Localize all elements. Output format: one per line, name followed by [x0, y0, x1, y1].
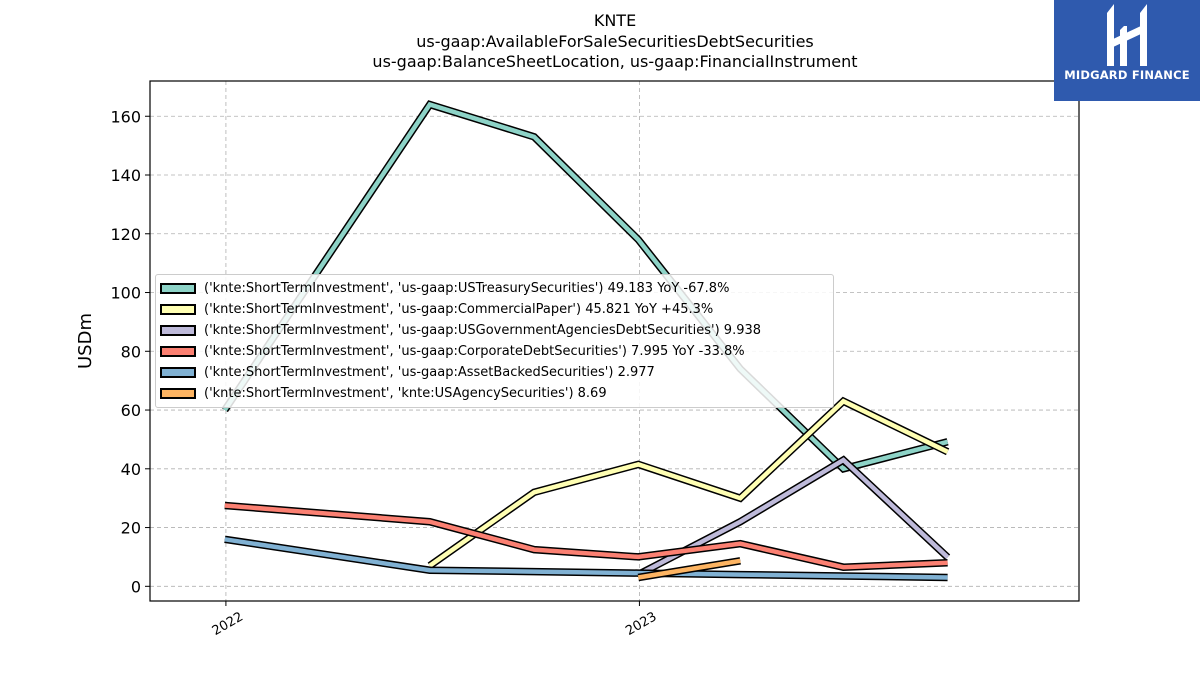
x-axis: 2022 2023	[210, 601, 659, 639]
legend-entry: ('knte:ShortTermInvestment', 'knte:USAge…	[160, 383, 607, 403]
y-tick-label: 0	[131, 577, 141, 596]
series-line	[224, 503, 948, 570]
y-tick-label: 120	[110, 225, 141, 244]
chart-subtitle-2: us-gaap:BalanceSheetLocation, us-gaap:Fi…	[372, 52, 858, 71]
legend-entry: ('knte:ShortTermInvestment', 'us-gaap:As…	[160, 362, 655, 382]
legend-entry: ('knte:ShortTermInvestment', 'us-gaap:US…	[160, 278, 729, 298]
y-tick-label: 60	[121, 401, 141, 420]
legend-swatch	[160, 366, 196, 378]
logo-mark-icon	[1107, 4, 1147, 66]
y-tick-label: 140	[110, 166, 141, 185]
y-tick-label: 20	[121, 519, 141, 538]
legend-swatch	[160, 282, 196, 294]
x-tick-label: 2023	[623, 609, 659, 639]
legend-label: ('knte:ShortTermInvestment', 'us-gaap:Co…	[204, 301, 714, 317]
legend-label: ('knte:ShortTermInvestment', 'us-gaap:Co…	[204, 343, 745, 359]
y-tick-label: 40	[121, 460, 141, 479]
series-line	[224, 537, 948, 580]
y-axis: 0 20 40 60 80 100 120 140 160	[110, 107, 150, 596]
series-line	[428, 398, 949, 568]
series-line	[637, 558, 741, 580]
y-tick-label: 100	[110, 284, 141, 303]
legend-label: ('knte:ShortTermInvestment', 'us-gaap:As…	[204, 364, 655, 380]
legend-entry: ('knte:ShortTermInvestment', 'us-gaap:Co…	[160, 341, 745, 361]
chart-subtitle-1: us-gaap:AvailableForSaleSecuritiesDebtSe…	[416, 32, 814, 51]
series-lines	[221, 100, 951, 582]
legend-label: ('knte:ShortTermInvestment', 'knte:USAge…	[204, 385, 607, 401]
legend-label: ('knte:ShortTermInvestment', 'us-gaap:US…	[204, 280, 730, 296]
legend-entry: ('knte:ShortTermInvestment', 'us-gaap:US…	[160, 320, 761, 340]
legend-swatch	[160, 345, 196, 357]
logo-text: MIDGARD FINANCE	[1064, 68, 1190, 82]
plot-frame	[149, 80, 1080, 602]
y-axis-label: USDm	[75, 313, 96, 369]
chart-legend: ('knte:ShortTermInvestment', 'us-gaap:US…	[155, 274, 834, 408]
x-tick-label: 2022	[210, 609, 246, 639]
y-tick-label: 80	[121, 342, 141, 361]
legend-swatch	[160, 324, 196, 336]
legend-swatch	[160, 387, 196, 399]
chart-title: KNTE	[593, 11, 637, 30]
midgard-finance-logo: MIDGARD FINANCE	[1054, 0, 1200, 101]
y-tick-label: 160	[110, 107, 141, 126]
series-line	[222, 101, 949, 472]
legend-entry: ('knte:ShortTermInvestment', 'us-gaap:Co…	[160, 299, 713, 319]
legend-label: ('knte:ShortTermInvestment', 'us-gaap:US…	[204, 322, 762, 338]
legend-swatch	[160, 303, 196, 315]
